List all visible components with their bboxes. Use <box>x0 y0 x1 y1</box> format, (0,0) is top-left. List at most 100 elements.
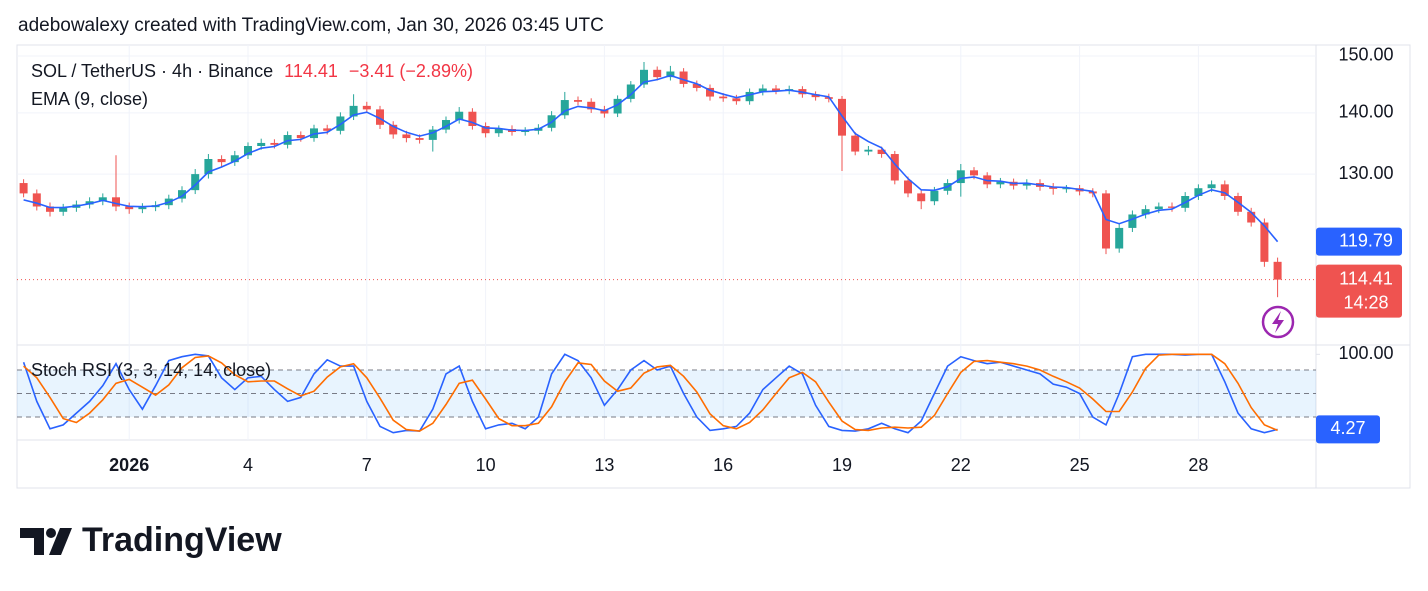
candle-body <box>494 128 503 134</box>
last-price: 114.41 <box>284 61 338 81</box>
brand-logo: TradingView <box>20 521 282 559</box>
x-tick-label: 7 <box>362 455 372 475</box>
stoch-label-box <box>1316 415 1380 444</box>
candle-body <box>323 128 332 131</box>
candle-body <box>32 193 41 207</box>
candle-body <box>362 105 371 110</box>
candle-body <box>811 94 820 98</box>
candle-body <box>468 111 477 126</box>
candle-body <box>481 125 490 134</box>
candle-body <box>244 146 252 156</box>
y2-tick-label: 100.00 <box>1338 343 1393 363</box>
candle-body <box>904 180 912 194</box>
candle-body <box>125 206 134 210</box>
candle-body <box>666 71 675 78</box>
indicator-line <box>23 74 1279 243</box>
candle-body <box>692 83 701 88</box>
candle-body <box>230 155 239 163</box>
candle-body <box>1128 214 1137 228</box>
candle-body <box>1141 209 1150 215</box>
candle-body <box>257 142 266 147</box>
candle-body <box>98 197 107 202</box>
indicator-line <box>23 353 1278 432</box>
candle-body <box>1115 227 1124 249</box>
candle-body <box>349 105 358 117</box>
legend-title: SOL / TetherUS · 4h · Binance 114.41 −3.… <box>31 61 473 81</box>
candle-body <box>1220 184 1229 196</box>
y-tick-label: 130.00 <box>1338 163 1393 183</box>
indicator-legend: EMA (9, close) <box>31 89 148 109</box>
candle-body <box>864 149 873 152</box>
last-price-label: 114.41 <box>1339 268 1393 288</box>
candle-body <box>970 170 978 176</box>
candle-body <box>890 154 899 181</box>
candle-body <box>270 142 279 145</box>
candle-body <box>402 134 411 139</box>
candle-body <box>178 190 186 199</box>
candle-body <box>1049 186 1058 189</box>
candle-body <box>1194 188 1203 196</box>
grid <box>17 45 1320 440</box>
candle-body <box>626 84 635 99</box>
candle-body <box>653 69 662 78</box>
candle-body <box>719 96 728 99</box>
x-tick-label: 19 <box>832 455 852 475</box>
ema-label-box <box>1316 227 1402 256</box>
candle-body <box>521 130 530 133</box>
candle-body <box>679 71 688 84</box>
stoch-label: 4.27 <box>1330 418 1365 438</box>
candle-body <box>442 120 450 130</box>
countdown-label: 14:28 <box>1343 292 1388 312</box>
x-tick-label: 28 <box>1188 455 1208 475</box>
candle-body <box>428 129 437 140</box>
x-tick-label: 25 <box>1070 455 1090 475</box>
x-tick-label: 22 <box>951 455 971 475</box>
candle-body <box>640 69 648 85</box>
last-price-box <box>1316 264 1402 318</box>
candle-body <box>1234 195 1242 212</box>
candle-body <box>1273 261 1282 280</box>
candle-body <box>851 135 860 152</box>
marks <box>17 62 1316 434</box>
symbol: SOL / TetherUS · 4h · Binance <box>31 61 273 81</box>
candle-body <box>1168 206 1176 208</box>
alert-icon[interactable] <box>1261 305 1295 339</box>
candle-body <box>996 181 1005 185</box>
price-change: −3.41 (−2.89%) <box>349 61 473 81</box>
x-tick-label: 4 <box>243 455 253 475</box>
y-tick-label: 140.00 <box>1338 102 1393 122</box>
candle-body <box>1260 222 1269 262</box>
candle-body <box>415 138 424 140</box>
candle-body <box>956 170 965 184</box>
labels: SOL / TetherUS · 4h · Binance 114.41 −3.… <box>31 45 1402 475</box>
candle-body <box>46 206 54 212</box>
watermark: adebowalexy created with TradingView.com… <box>18 15 604 36</box>
candle-body <box>772 88 780 91</box>
candle-body <box>877 149 886 155</box>
candle-body <box>19 183 28 194</box>
candle-body <box>217 159 226 163</box>
candle-body <box>204 159 213 175</box>
candle-body <box>930 190 939 202</box>
candle-body <box>389 124 398 135</box>
candle-body <box>191 174 200 191</box>
candle-body <box>376 109 384 125</box>
x-tick-label: 13 <box>594 455 614 475</box>
candle-body <box>745 91 754 102</box>
candle-body <box>1247 211 1256 223</box>
candle-body <box>1022 183 1031 186</box>
candle-body <box>1102 193 1110 249</box>
y-tick-label: 150.00 <box>1338 45 1393 65</box>
brand-name: TradingView <box>82 521 282 559</box>
x-tick-label: 2026 <box>109 455 149 475</box>
candle-body <box>296 135 305 139</box>
candle-body <box>917 193 926 202</box>
candle-body <box>1207 184 1216 189</box>
indicator-line <box>22 353 1278 434</box>
candle-body <box>112 197 120 207</box>
frame <box>16 44 1411 489</box>
candle-body <box>732 98 741 102</box>
candle-body <box>138 207 147 210</box>
